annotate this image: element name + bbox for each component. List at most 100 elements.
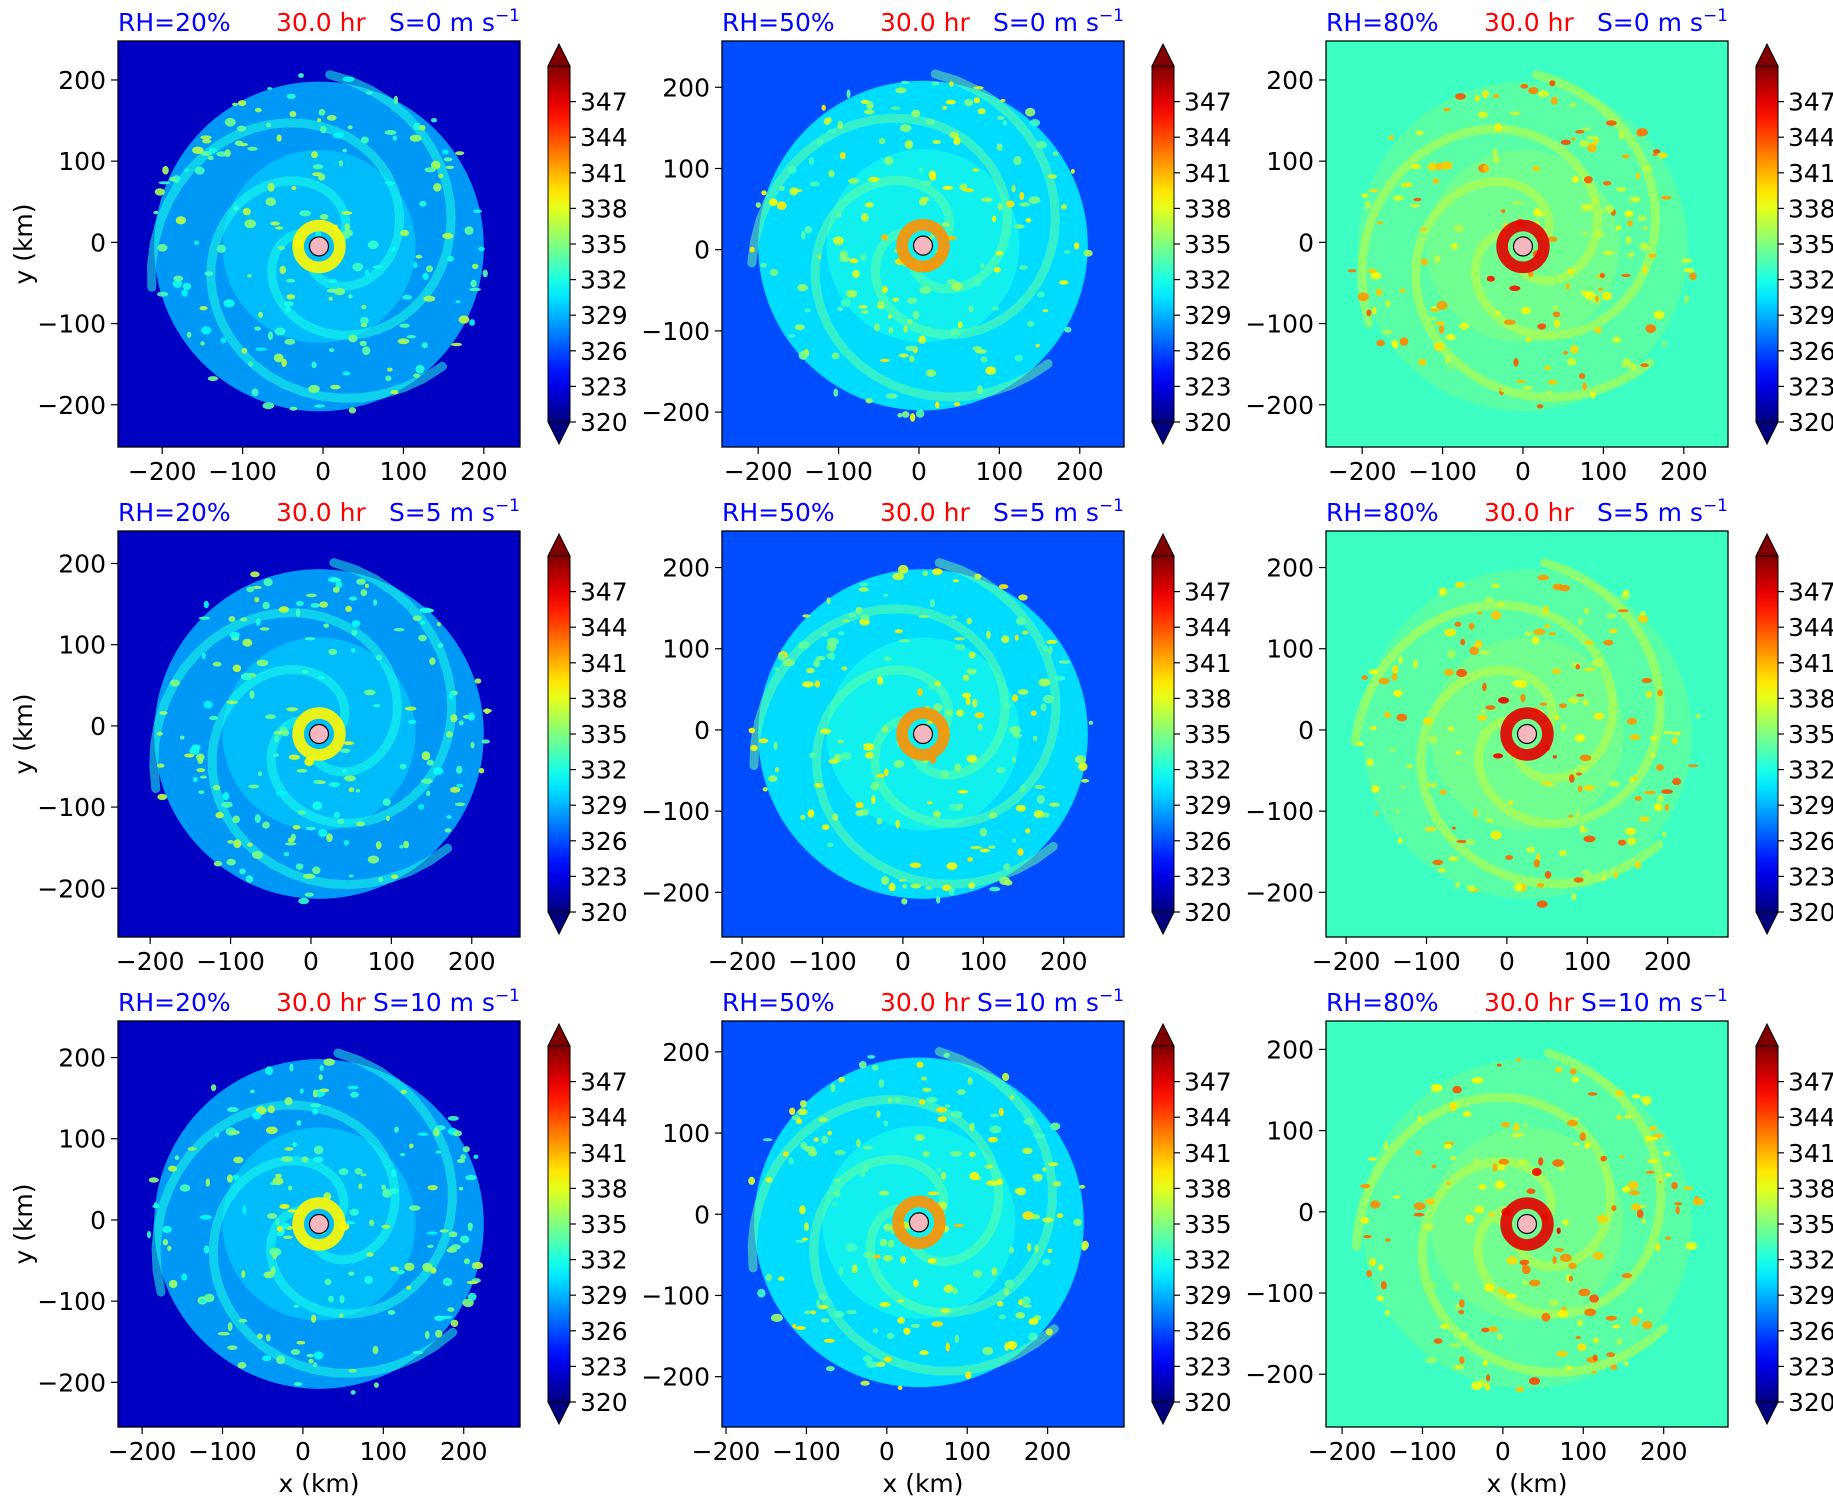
y-tick-label: 200	[662, 1038, 710, 1067]
convective-cell	[929, 234, 935, 240]
convective-cell	[1512, 1122, 1520, 1132]
convective-cell	[159, 711, 168, 715]
convective-cell	[881, 234, 888, 241]
convective-cell	[779, 186, 785, 191]
convective-cell	[1674, 1202, 1683, 1206]
colorbar-tick-label: 335	[1184, 720, 1232, 749]
convective-cell	[1495, 311, 1501, 315]
convective-cell	[862, 1355, 873, 1363]
convective-cell	[809, 752, 817, 759]
convective-cell	[478, 246, 485, 252]
convective-cell	[449, 786, 461, 793]
convective-cell	[834, 1150, 846, 1155]
eyewall	[292, 219, 346, 274]
convective-cell	[1019, 265, 1028, 270]
colorbar-tick-label: 341	[1788, 1139, 1833, 1168]
convective-cell	[433, 767, 444, 775]
convective-cell	[328, 782, 340, 788]
convective-cell	[991, 1267, 998, 1276]
convective-cell	[328, 348, 335, 353]
convective-cell	[1496, 1063, 1502, 1067]
convective-cell	[1395, 809, 1400, 813]
convective-cell	[318, 828, 328, 837]
convective-cell	[1554, 1247, 1564, 1252]
convective-cell	[344, 775, 356, 782]
convective-cell	[175, 216, 187, 225]
convective-cell	[242, 1205, 247, 1215]
convective-cell	[970, 845, 982, 850]
convective-cell	[348, 407, 357, 414]
convective-cell	[274, 327, 286, 336]
convective-cell	[1439, 789, 1447, 795]
convective-cell	[902, 883, 908, 889]
convective-cell	[821, 824, 830, 830]
convective-cell	[818, 1117, 828, 1123]
convective-cell	[1025, 828, 1031, 834]
convective-cell	[1587, 144, 1597, 153]
rh-label: RH=20%	[118, 498, 231, 527]
convective-cell	[360, 136, 369, 144]
convective-cell	[1042, 646, 1049, 652]
convective-cell	[373, 1382, 379, 1388]
convective-cell	[1496, 602, 1505, 607]
convective-cell	[1468, 622, 1475, 630]
time-label: 30.0 hr	[276, 988, 366, 1017]
convective-cell	[952, 1287, 958, 1295]
convective-cell	[1484, 1283, 1495, 1292]
convective-cell	[1568, 697, 1580, 704]
convective-cell	[375, 841, 382, 850]
convective-cell	[1602, 181, 1612, 186]
convective-cell	[829, 651, 835, 661]
convective-cell	[338, 160, 343, 167]
convective-cell	[323, 623, 330, 628]
convective-cell	[1454, 882, 1460, 888]
convective-cell	[986, 630, 991, 640]
convective-cell	[948, 887, 955, 896]
convective-cell	[919, 167, 924, 173]
convective-cell	[974, 574, 979, 579]
convective-cell	[257, 771, 263, 777]
x-tick-label: −200	[724, 457, 793, 486]
convective-cell	[1653, 149, 1661, 154]
convective-cell	[1492, 1163, 1498, 1172]
y-tick-label: 100	[58, 147, 106, 176]
convective-cell	[348, 874, 354, 878]
convective-cell	[288, 1185, 293, 1191]
colorbar-tick-label: 335	[1788, 230, 1833, 259]
colorbar-tick-label: 326	[580, 1317, 628, 1346]
convective-cell	[1653, 803, 1663, 812]
convective-cell	[267, 182, 275, 192]
convective-cell	[146, 1230, 152, 1239]
convective-cell	[1564, 1365, 1573, 1370]
convective-cell	[1575, 1336, 1581, 1340]
convective-cell	[849, 258, 859, 264]
x-tick-label: 100	[976, 457, 1024, 486]
convective-cell	[385, 181, 395, 186]
convective-cell	[966, 754, 978, 763]
convective-cell	[454, 802, 466, 807]
colorbar-tick-label: 320	[1184, 898, 1232, 927]
convective-cell	[482, 708, 492, 713]
convective-cell	[338, 1168, 349, 1176]
rainband	[1350, 600, 1618, 784]
colorbar-tick-label: 323	[1788, 1352, 1833, 1381]
convective-cell	[1047, 174, 1057, 179]
convective-cell	[996, 143, 1003, 151]
convective-cell	[1360, 1183, 1371, 1189]
convective-cell	[295, 608, 301, 617]
colorbar-tick-label: 329	[580, 1281, 628, 1310]
convective-cell	[1621, 361, 1628, 368]
convective-cell	[982, 1346, 994, 1356]
colorbar-tick-label: 323	[1788, 862, 1833, 891]
convective-cell	[360, 589, 367, 597]
convective-cell	[1547, 784, 1556, 788]
convective-cell	[997, 202, 1003, 211]
axes-frame	[117, 40, 521, 448]
colorbar-extend-min	[1151, 421, 1175, 446]
convective-cell	[1381, 330, 1393, 334]
convective-cell	[318, 1074, 323, 1081]
x-tick-label: 200	[1640, 1437, 1688, 1466]
convective-cell	[797, 641, 810, 649]
convective-cell	[1431, 782, 1438, 788]
convective-cell	[988, 845, 996, 849]
